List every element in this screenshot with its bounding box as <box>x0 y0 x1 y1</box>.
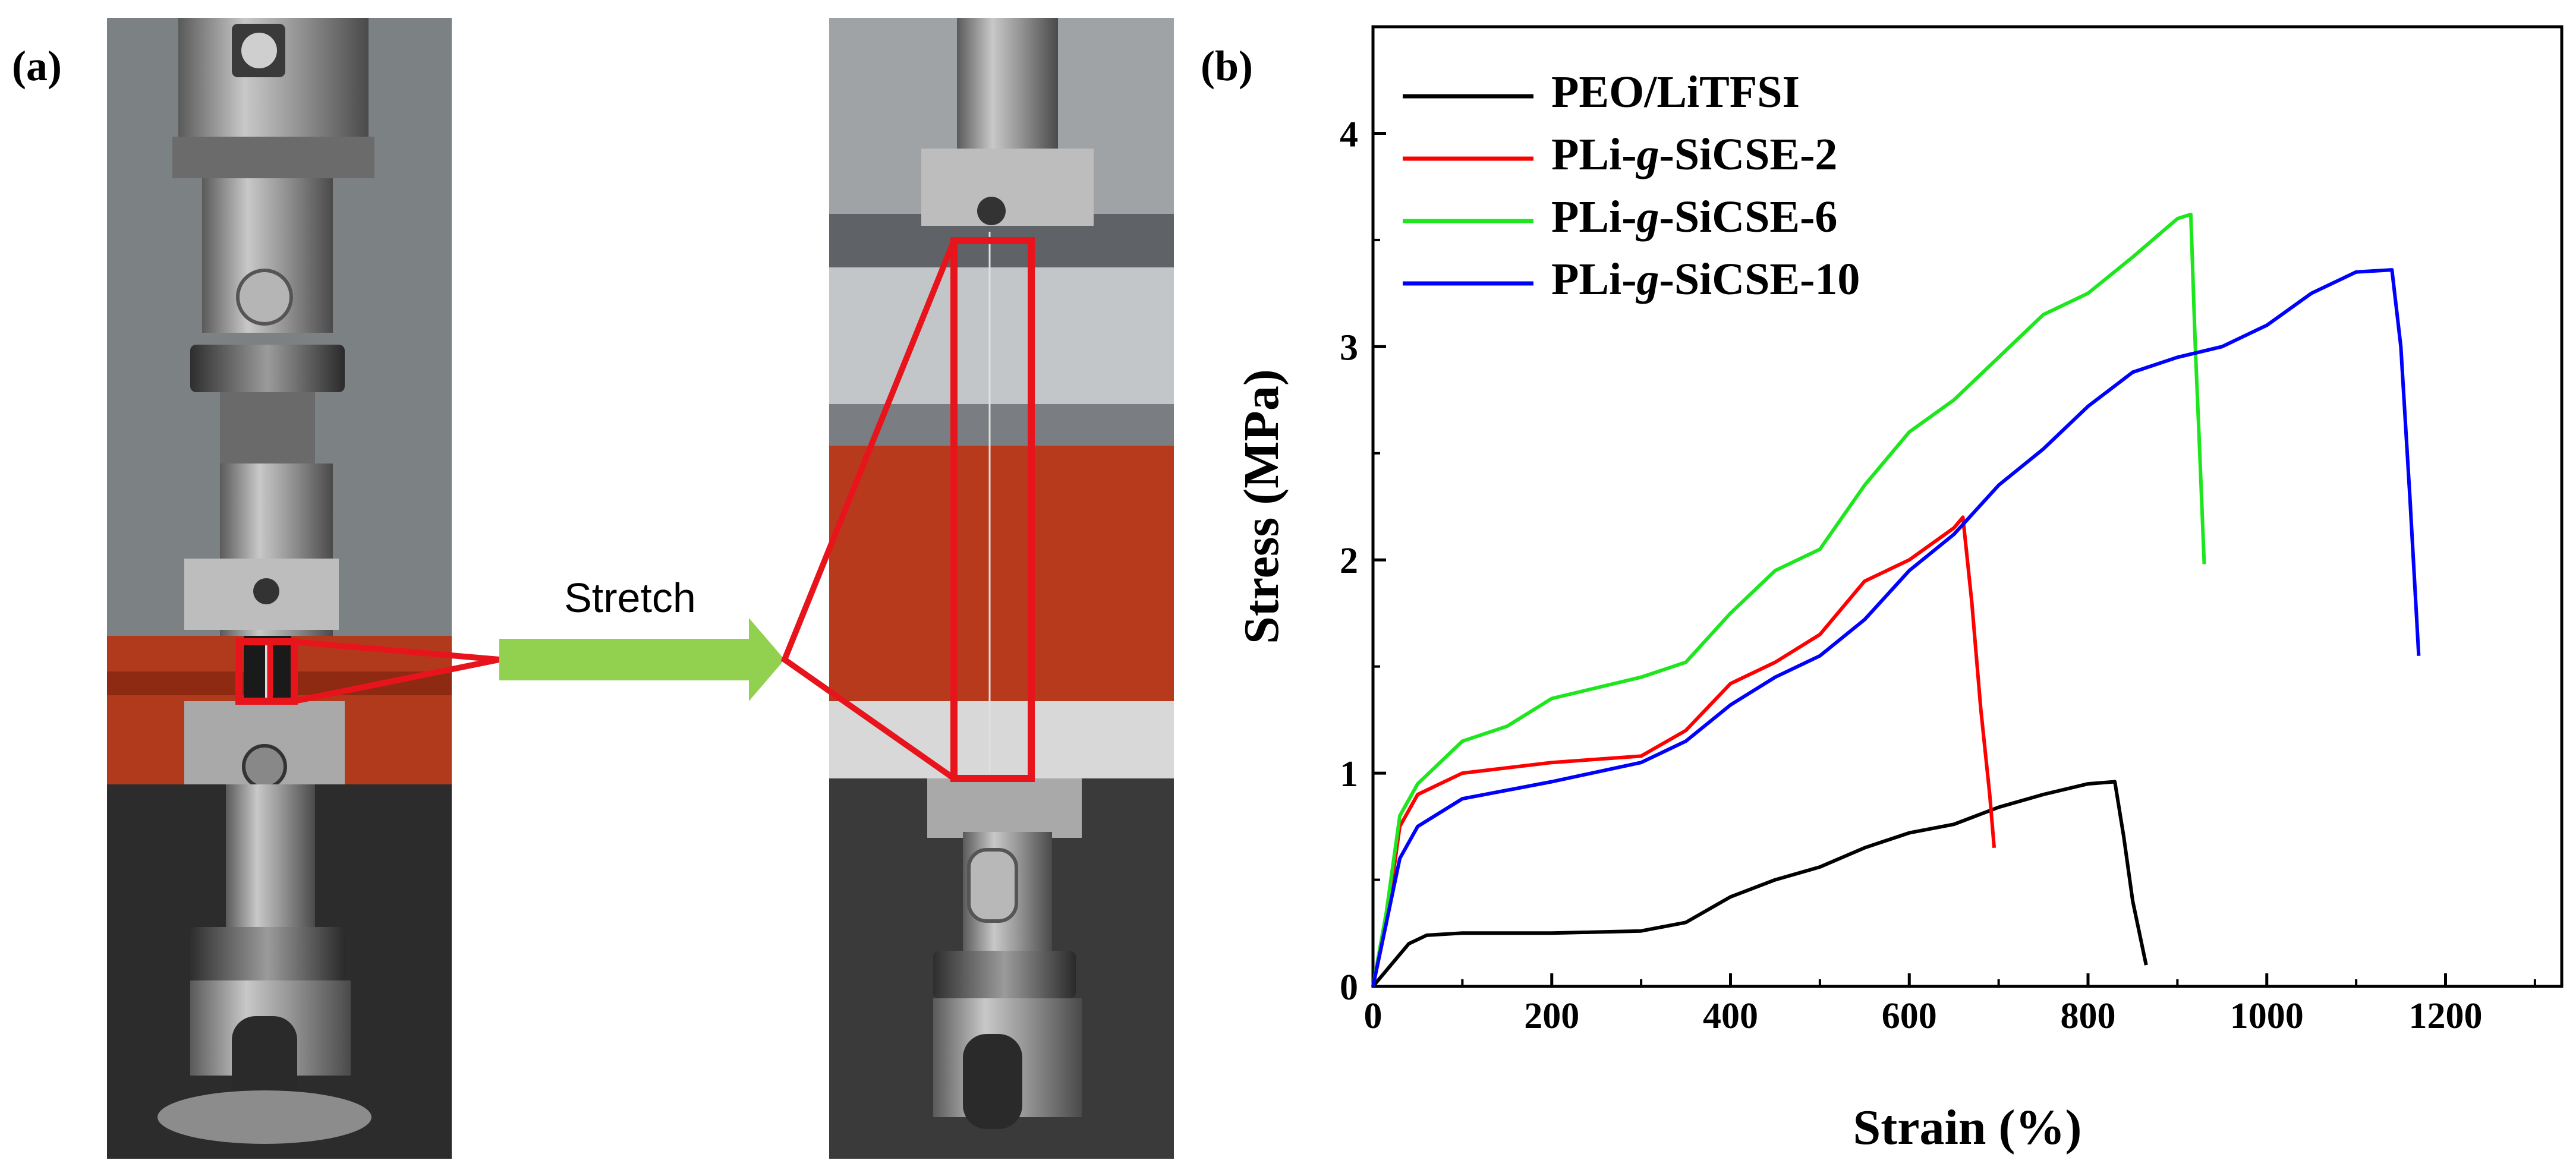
stress-strain-chart: 0 200 400 600 800 1000 1200 0 1 2 3 4 Strain (%) Stre… <box>1234 25 2564 1155</box>
panel-b-label: (b) <box>1201 42 1253 90</box>
zoom-connector-right <box>780 239 957 781</box>
x-tick-label: 800 <box>2061 996 2116 1036</box>
photo-tensile-tester-before <box>107 18 452 1159</box>
legend-label-1: PLi-g-SiCSE-2 <box>1551 130 1837 179</box>
y-tick-label: 0 <box>1340 967 1358 1008</box>
x-tick-label: 400 <box>1703 996 1758 1036</box>
panel-a: (a) <box>12 18 1174 1159</box>
y-tick-label: 2 <box>1340 541 1358 581</box>
y-tick-label: 3 <box>1340 327 1358 368</box>
panel-a-label: (a) <box>12 42 62 90</box>
series-line-2 <box>1371 212 2206 987</box>
legend-label-2: PLi-g-SiCSE-6 <box>1551 192 1837 242</box>
y-tick-label: 1 <box>1340 754 1358 794</box>
y-tick-label: 4 <box>1340 114 1358 154</box>
x-tick-label: 1000 <box>2230 996 2304 1036</box>
plot-frame <box>1371 25 2564 988</box>
x-tick-label: 600 <box>1882 996 1937 1036</box>
series-line-3 <box>1371 268 2421 987</box>
x-tick-label: 200 <box>1524 996 1579 1036</box>
stretch-arrow: Stretch <box>499 575 785 701</box>
y-axis-label: Stress (MPa) <box>1234 369 1289 644</box>
legend-label-3: PLi-g-SiCSE-10 <box>1551 254 1860 304</box>
x-tick-label: 1200 <box>2409 996 2483 1036</box>
legend-label-0: PEO/LiTFSI <box>1551 67 1800 117</box>
stretch-label: Stretch <box>564 575 696 621</box>
x-axis-label: Strain (%) <box>1853 1100 2082 1155</box>
x-tick-label: 0 <box>1364 996 1383 1036</box>
photo-tensile-tester-stretched <box>829 18 1174 1159</box>
highlight-box-large <box>950 237 1035 782</box>
series-line-0 <box>1371 780 2148 988</box>
panel-b: (b) 0 200 400 600 800 1000 1200 0 1 2 3 4 Strain (%)… <box>1201 25 2564 1155</box>
series-line-1 <box>1371 515 1996 987</box>
